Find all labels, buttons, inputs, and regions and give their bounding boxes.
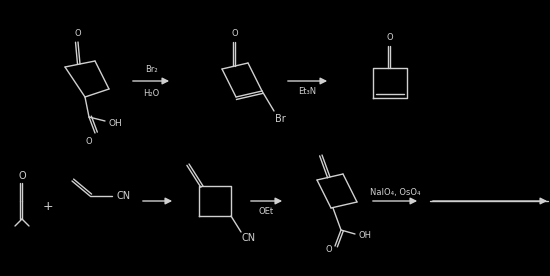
Text: O: O [232,30,238,38]
Text: OH: OH [359,232,371,240]
Text: CN: CN [117,191,131,201]
Text: +: + [43,200,53,213]
Text: O: O [75,30,81,38]
Text: OH: OH [108,118,122,128]
Text: NaIO₄, OsO₄: NaIO₄, OsO₄ [370,189,420,198]
Text: Br: Br [274,114,285,124]
Text: OEt: OEt [259,206,274,216]
Text: H₂O: H₂O [143,89,159,97]
Text: CN: CN [242,233,256,243]
Text: O: O [18,171,26,181]
Text: Et₃N: Et₃N [299,86,317,95]
Text: Br₂: Br₂ [145,65,157,73]
Text: O: O [86,137,92,145]
Text: O: O [387,33,393,43]
Text: O: O [326,245,332,254]
